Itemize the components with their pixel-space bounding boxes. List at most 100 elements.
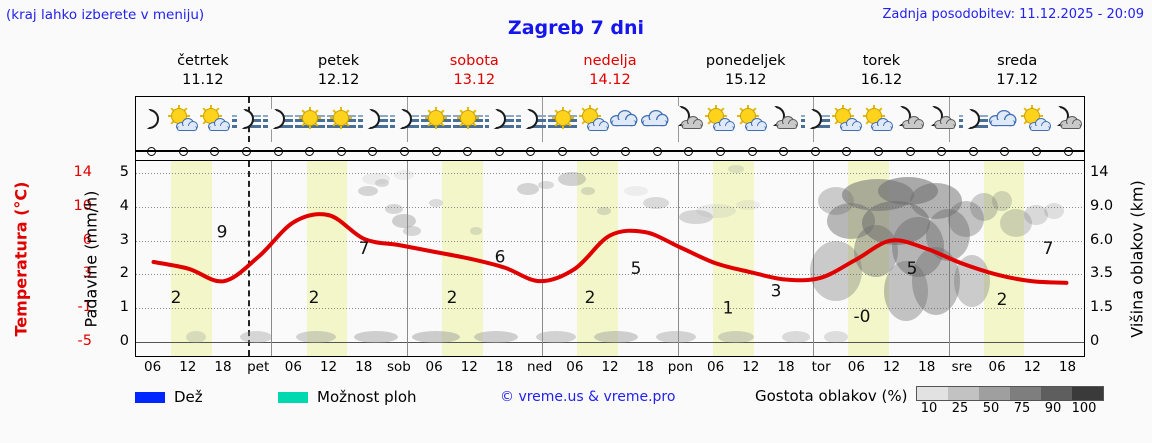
cloud-density-scale-ticks: 10 25 50 75 90 100 <box>916 401 1104 416</box>
current-time-marker <box>248 161 251 356</box>
horizontal-gridline-5 <box>136 173 1084 174</box>
hour-label-8: 06 <box>425 359 443 375</box>
weather-icon-cell-18 <box>705 97 737 142</box>
hour-label-11: ned <box>526 359 553 375</box>
precipitation-axis-ticks: 5 4 3 2 1 0 <box>100 160 132 357</box>
precipitation-tick-4: 1 <box>119 299 129 316</box>
cloud-height-tick-5: 0 <box>1090 333 1100 349</box>
weather-icon-cell-12 <box>515 97 547 142</box>
cloud-density-blob <box>517 183 539 195</box>
day-header-4: ponedeljek 15.12 <box>678 52 814 92</box>
weather-icon-cell-0 <box>136 97 168 142</box>
weather-glyph-moon <box>136 102 169 138</box>
hour-label-21: 12 <box>882 359 901 375</box>
weather-glyph-cloud <box>640 102 674 138</box>
weather-glyph-moon-cloud <box>672 102 706 138</box>
weather-icon-cell-26 <box>957 97 989 142</box>
cloud-icon <box>902 115 925 129</box>
weather-glyph-sun-fog <box>293 102 327 138</box>
cloud-density-blob <box>538 181 554 189</box>
cloud-density-blob <box>429 199 443 207</box>
page-title: Zagreb 7 dni <box>507 17 645 39</box>
cloud-density-blob <box>912 247 960 315</box>
legend-label-rain: Dež <box>174 388 203 406</box>
moon-icon <box>520 108 541 131</box>
hour-label-16: 06 <box>707 359 725 375</box>
cloud-density-blob <box>970 193 998 221</box>
chart-legend: Dež Možnost ploh © vreme.us & vreme.pro … <box>135 386 1135 431</box>
cloud-icon <box>680 115 703 129</box>
temperature-annotation-daily-max-13: 7 <box>1043 239 1054 259</box>
cloud-icon <box>1060 115 1083 129</box>
daylight-band-4 <box>712 161 754 356</box>
horizontal-gridline-3 <box>136 240 1084 242</box>
hour-label-18: 18 <box>777 359 795 375</box>
weather-icon-cell-25 <box>925 97 958 142</box>
cloud-icon <box>609 109 638 126</box>
weather-icon-cell-8 <box>389 97 421 142</box>
cloud-density-tick-4: 90 <box>1044 401 1062 416</box>
cloud-density-blob <box>240 331 272 343</box>
cloud-density-blob <box>884 261 928 321</box>
hour-label-7: sob <box>386 359 411 375</box>
temperature-annotation-daily-max-5: 6 <box>495 248 506 268</box>
hour-label-3: pet <box>247 359 270 375</box>
hour-label-2: 18 <box>214 359 232 375</box>
weather-glyph-moon-fog <box>956 102 990 138</box>
weather-glyph-sun-fog <box>419 102 453 138</box>
cloud-density-tick-1: 25 <box>951 401 969 416</box>
hour-label-13: 12 <box>601 359 619 375</box>
temperature-axis-ticks: 14 10 6 3 -1 -5 <box>34 160 96 357</box>
weather-icon-cell-7 <box>357 97 389 142</box>
weather-glyph-moon-fog <box>230 102 264 138</box>
temperature-annotation-daily-min-6: 2 <box>585 288 596 308</box>
sun-icon <box>298 106 321 129</box>
cloud-density-blob <box>362 173 390 185</box>
cloud-density-blob <box>827 203 875 239</box>
precipitation-tick-3: 2 <box>119 265 129 282</box>
temperature-annotation-daily-min-12: 2 <box>997 290 1008 310</box>
cloud-density-blob <box>594 331 638 343</box>
location-menu-hint[interactable]: (kraj lahko izberete v meniju) <box>6 7 205 23</box>
cloud-height-axis-title: Višina oblakov (km) <box>1124 160 1150 357</box>
weather-icon-cell-10 <box>452 97 484 142</box>
temperature-annotation-daily-min-2: 2 <box>309 288 320 308</box>
plot-svg: 2 9 2 7 2 6 2 5 1 3 -0 5 2 7 <box>151 165 1069 343</box>
cloud-density-gradient-scale <box>915 386 1104 401</box>
cloud-density-blob <box>656 331 696 343</box>
hour-label-23: sre <box>951 359 973 375</box>
weather-icon-cell-5 <box>294 97 326 142</box>
legend-label-showers: Možnost ploh <box>317 388 417 406</box>
temperature-annotation-daily-max-9: 3 <box>771 281 782 301</box>
cloud-density-swatch-75 <box>1009 387 1041 400</box>
legend-item-showers: Možnost ploh <box>278 388 417 406</box>
weather-glyph-sun-cloud <box>861 102 895 138</box>
day-gridline-1 <box>271 161 273 356</box>
moon-icon <box>141 108 162 131</box>
temperature-axis-title-text: Temperatura (°C) <box>11 181 31 336</box>
day-name: torek <box>862 53 901 69</box>
copyright-link[interactable]: © vreme.us & vreme.pro <box>500 389 676 405</box>
day-name: ponedeljek <box>705 53 786 69</box>
cloud-density-swatch-90 <box>1040 387 1072 400</box>
cloud-density-blob <box>948 201 984 237</box>
weather-icon-cell-3 <box>231 97 263 142</box>
meteogram-plot-area[interactable]: 2 9 2 7 2 6 2 5 1 3 -0 5 2 7 <box>135 160 1085 357</box>
temperature-axis-title: Temperatura (°C) <box>8 160 34 357</box>
day-date: 12.12 <box>317 72 360 88</box>
day-header-0: četrtek 11.12 <box>135 52 271 92</box>
temperature-tick-4: -1 <box>77 299 92 316</box>
horizontal-gridline-4 <box>136 206 1084 208</box>
weather-icon-cell-28 <box>1021 97 1053 142</box>
cloud-icon <box>1029 117 1052 131</box>
cloud-density-tick-5: 100 <box>1071 401 1097 416</box>
moon-icon <box>268 108 288 131</box>
cloud-icon <box>176 117 199 131</box>
weather-glyph-moon-fog <box>798 102 832 138</box>
sun-icon <box>551 106 574 129</box>
cloud-density-blob <box>392 214 416 228</box>
cloud-icon <box>641 109 669 126</box>
cloud-density-blob <box>926 209 970 261</box>
hour-label-25: 12 <box>1023 359 1041 375</box>
day-name: sreda <box>997 53 1038 69</box>
